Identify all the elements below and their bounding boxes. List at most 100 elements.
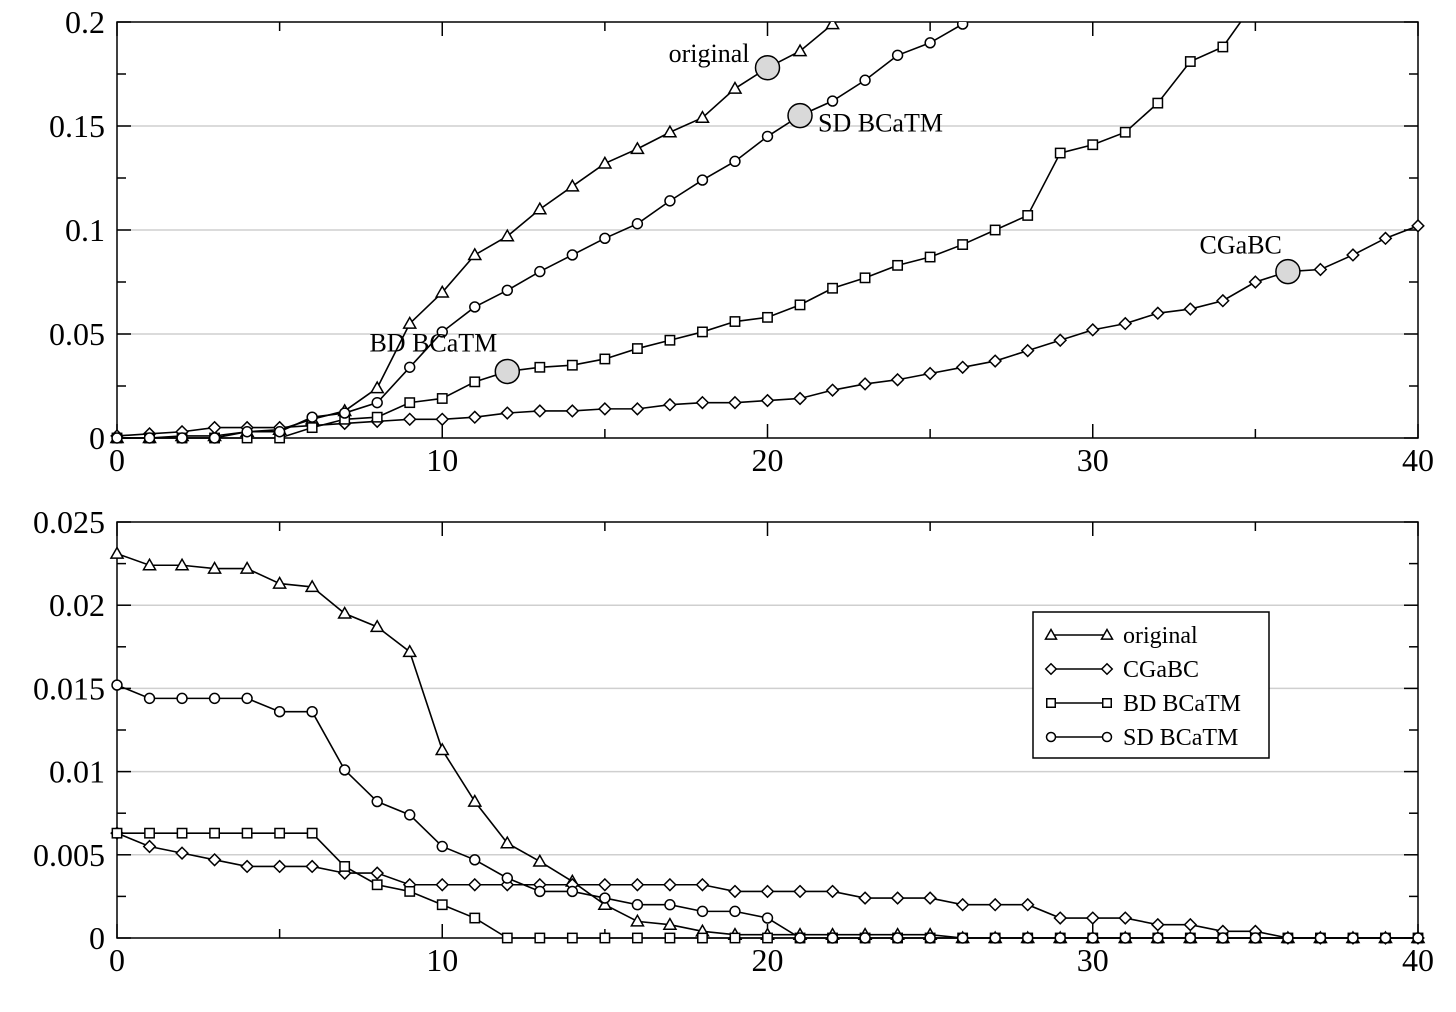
data-point-sd-bcatm bbox=[891, 49, 904, 61]
data-point-sd-bcatm bbox=[176, 692, 188, 705]
data-point-cgabc bbox=[1378, 231, 1393, 246]
data-point-bd-bcatm bbox=[729, 932, 741, 944]
data-point-bd-bcatm bbox=[1087, 139, 1099, 151]
data-point-cgabc bbox=[142, 839, 157, 854]
data-point-cgabc bbox=[467, 877, 482, 892]
x-tick-label: 0 bbox=[109, 442, 125, 478]
data-point-sd-bcatm bbox=[371, 396, 383, 409]
data-point-sd-bcatm bbox=[1087, 932, 1099, 944]
data-point-original bbox=[727, 80, 743, 94]
data-point-bd-bcatm bbox=[339, 861, 351, 872]
data-point-cgabc bbox=[1020, 897, 1035, 912]
data-point-cgabc bbox=[305, 859, 319, 874]
data-point-cgabc bbox=[1346, 248, 1360, 262]
data-point-original bbox=[109, 546, 125, 559]
data-point-sd-bcatm bbox=[794, 932, 806, 944]
data-point-bd-bcatm bbox=[566, 932, 578, 944]
data-point-cgabc bbox=[598, 877, 612, 892]
data-point-sd-bcatm bbox=[534, 265, 546, 278]
data-point-sd-bcatm bbox=[859, 74, 871, 86]
legend-box bbox=[1032, 611, 1270, 759]
data-point-cgabc bbox=[402, 412, 417, 427]
data-point-original bbox=[532, 201, 548, 215]
annotation-label-bd-bcatm: BD BCaTM bbox=[369, 328, 497, 357]
plot-area bbox=[109, 546, 1426, 945]
legend-label: original bbox=[1123, 623, 1198, 649]
data-point-bd-bcatm bbox=[1119, 126, 1131, 138]
data-point-sd-bcatm bbox=[1184, 932, 1197, 944]
data-point-bd-bcatm bbox=[436, 899, 448, 911]
data-point-cgabc bbox=[663, 877, 677, 892]
data-point-sd-bcatm bbox=[143, 692, 156, 705]
data-point-bd-bcatm bbox=[1217, 41, 1229, 53]
data-point-bd-bcatm bbox=[176, 827, 188, 839]
series-sd-bcatm bbox=[111, 22, 969, 444]
data-point-cgabc bbox=[695, 877, 710, 892]
data-point-original bbox=[402, 644, 418, 658]
data-point-original bbox=[630, 141, 645, 155]
data-point-original bbox=[695, 110, 710, 123]
data-point-bd-bcatm bbox=[1054, 147, 1066, 159]
data-point-bd-bcatm bbox=[859, 272, 871, 284]
y-tick-label: 0.15 bbox=[49, 108, 105, 144]
data-point-cgabc bbox=[500, 406, 515, 420]
data-point-original bbox=[142, 557, 157, 571]
data-point-cgabc bbox=[1411, 219, 1425, 233]
data-point-sd-bcatm bbox=[338, 764, 351, 776]
legend-marker bbox=[1044, 627, 1058, 640]
data-point-sd-bcatm bbox=[241, 692, 253, 705]
data-point-bd-bcatm bbox=[697, 326, 708, 338]
y-tick-label: 0 bbox=[89, 920, 105, 956]
data-point-sd-bcatm bbox=[566, 885, 579, 898]
data-point-cgabc bbox=[890, 372, 905, 387]
data-point-cgabc bbox=[207, 420, 222, 435]
data-point-cgabc bbox=[793, 884, 807, 899]
series-line-sd-bcatm bbox=[117, 22, 967, 439]
series-line-original bbox=[117, 22, 837, 439]
data-point-sd-bcatm bbox=[501, 284, 513, 297]
data-point-cgabc bbox=[955, 897, 970, 912]
data-point-cgabc bbox=[1150, 917, 1165, 932]
data-point-cgabc bbox=[663, 397, 677, 412]
data-point-original bbox=[304, 579, 320, 593]
data-point-cgabc bbox=[890, 891, 905, 905]
data-point-cgabc bbox=[435, 877, 450, 892]
data-point-sd-bcatm bbox=[729, 905, 741, 918]
chart-bottom: 0 10 20 30 40 0 0.005 0.01 0.015 0.02 0.025 origina… bbox=[33, 504, 1434, 978]
data-point-original bbox=[565, 178, 580, 192]
data-point-sd-bcatm bbox=[469, 301, 481, 313]
gridlines bbox=[117, 125, 1418, 335]
x-tick-label: 10 bbox=[426, 942, 458, 978]
legend-marker bbox=[1044, 662, 1058, 676]
data-point-original bbox=[207, 561, 222, 574]
data-point-sd-bcatm bbox=[924, 37, 936, 49]
data-point-cgabc bbox=[1118, 911, 1133, 925]
legend-marker bbox=[1102, 698, 1112, 708]
data-point-sd-bcatm bbox=[956, 932, 969, 944]
data-point-cgabc bbox=[1118, 316, 1133, 331]
data-point-cgabc bbox=[1313, 262, 1328, 277]
data-point-sd-bcatm bbox=[469, 854, 481, 866]
data-point-bd-bcatm bbox=[404, 397, 416, 409]
data-point-sd-bcatm bbox=[1021, 932, 1034, 944]
data-point-sd-bcatm bbox=[501, 872, 513, 884]
data-point-cgabc bbox=[858, 891, 872, 905]
x-tick-label: 20 bbox=[752, 442, 784, 478]
legend-item-cgabc: CGaBC bbox=[1044, 657, 1199, 683]
data-point-cgabc bbox=[923, 366, 937, 381]
data-point-cgabc bbox=[272, 859, 287, 874]
data-point-sd-bcatm bbox=[143, 432, 156, 444]
data-point-bd-bcatm bbox=[631, 932, 643, 944]
data-point-cgabc bbox=[630, 402, 645, 416]
data-point-original bbox=[272, 576, 287, 589]
data-point-sd-bcatm bbox=[826, 932, 839, 944]
data-point-sd-bcatm bbox=[1249, 932, 1262, 944]
data-point-cgabc bbox=[728, 395, 742, 410]
data-point-original bbox=[402, 316, 418, 329]
data-point-cgabc bbox=[1020, 343, 1035, 358]
data-point-original bbox=[467, 247, 483, 261]
data-point-original bbox=[825, 22, 840, 30]
y-tick-label: 0 bbox=[89, 420, 105, 456]
data-point-bd-bcatm bbox=[274, 827, 286, 839]
